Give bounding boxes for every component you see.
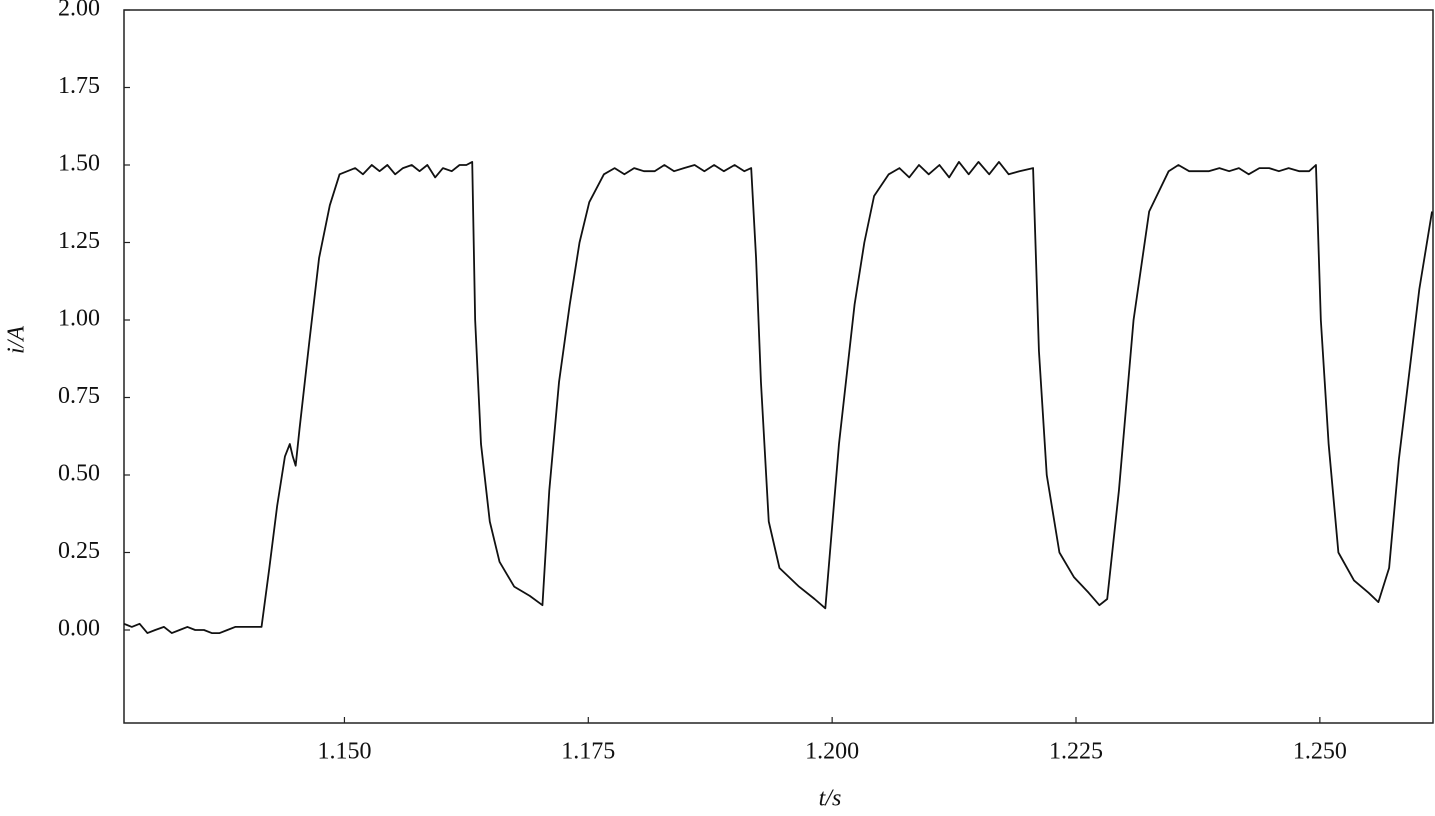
x-axis-label: t/s: [819, 786, 842, 812]
y-tick-label: 0.50: [58, 461, 100, 487]
y-tick-label: 1.75: [58, 73, 100, 99]
x-tick-label: 1.175: [561, 739, 615, 765]
y-tick-label: 0.00: [58, 616, 100, 642]
plot-frame: [123, 9, 1434, 724]
y-tick-label: 1.25: [58, 228, 100, 254]
y-tick-label: 0.25: [58, 538, 100, 564]
y-axis-label: i/A: [4, 326, 30, 354]
y-tick-label: 1.50: [58, 151, 100, 177]
y-tick-label: 2.00: [58, 0, 100, 22]
data-line: [123, 161, 1433, 634]
x-tick-label: 1.150: [317, 739, 371, 765]
x-tick-label: 1.225: [1049, 739, 1103, 765]
x-tick-label: 1.250: [1293, 739, 1347, 765]
y-tick-label: 0.75: [58, 383, 100, 409]
x-tick-label: 1.200: [805, 739, 859, 765]
y-tick-label: 1.00: [58, 306, 100, 332]
